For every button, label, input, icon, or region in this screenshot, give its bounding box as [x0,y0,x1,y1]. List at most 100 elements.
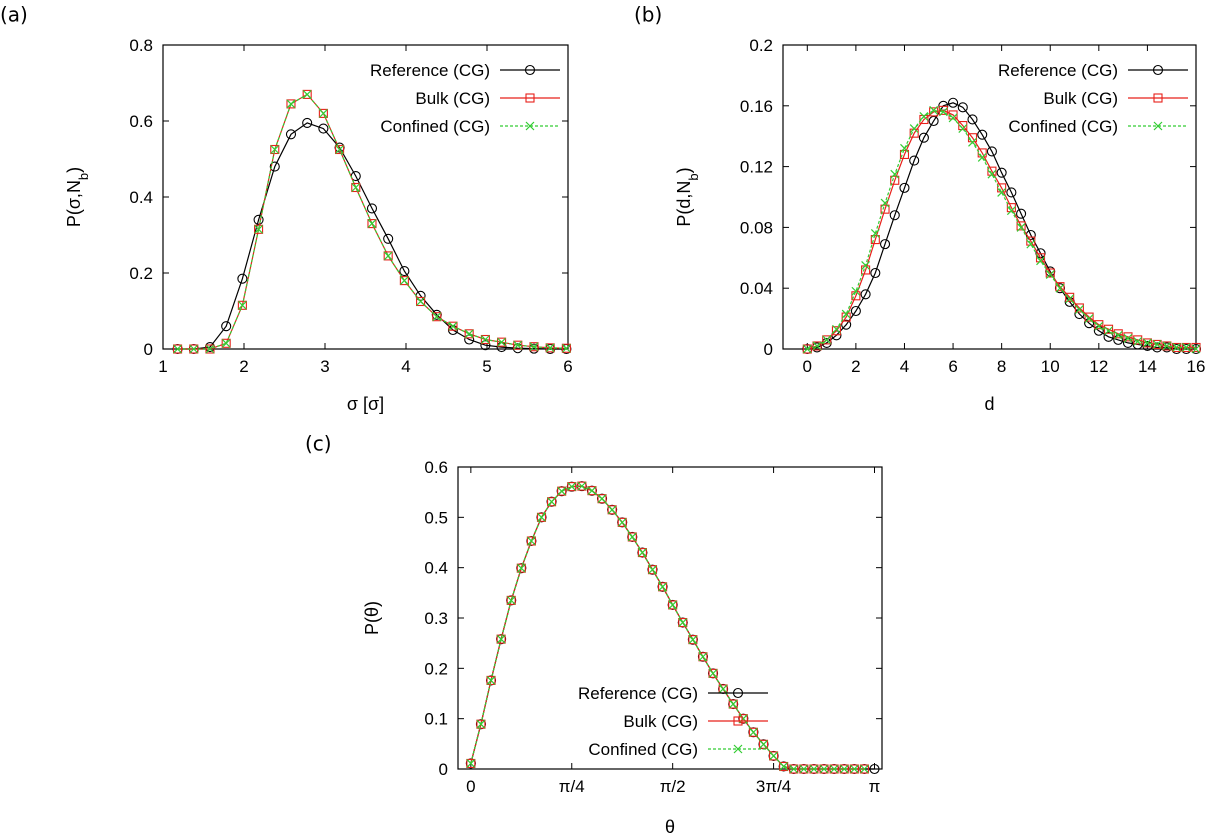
legend-label: Bulk (CG) [415,89,490,108]
series-cross [173,89,571,354]
data-point [819,764,829,774]
data-point [1113,329,1123,339]
legend-marker [732,687,744,699]
data-point [221,338,231,348]
series-square [173,89,571,354]
data-point [849,764,859,774]
data-point [880,204,890,214]
data-point [1016,208,1027,219]
data-point [486,675,496,685]
data-point [758,739,769,749]
data-point [1172,343,1181,352]
data-point [812,341,822,351]
data-point [607,505,617,515]
data-point [269,161,280,172]
y-tick-label: 0.04 [740,279,773,298]
legend: Reference (CG) Bulk (CG) Confined (CG) [998,61,1188,136]
data-point [466,759,476,768]
data-point [870,235,880,245]
data-point [1094,321,1104,331]
data-point [1142,338,1152,348]
data-point [270,145,280,154]
data-point [383,251,393,261]
data-point [769,751,779,761]
data-point [948,113,958,123]
series-circle [802,97,1202,355]
data-point [637,548,647,558]
data-point [302,89,312,99]
data-point [1191,342,1201,353]
data-point [476,719,486,729]
data-point [318,123,329,134]
data-point [668,600,678,610]
y-tick-label: 0.3 [424,609,448,628]
data-point [968,137,977,147]
panel-label: (b) [634,3,662,27]
data-point [688,635,698,645]
data-point [890,169,900,179]
legend-label: Bulk (CG) [623,712,698,731]
data-point [399,276,409,286]
data-point [286,99,296,109]
legend-marker [525,93,535,103]
data-point [859,764,869,774]
data-point [302,89,312,99]
data-point [383,251,393,261]
x-tick-label: 3π/4 [756,777,791,796]
data-point [607,505,617,515]
data-point [189,344,199,354]
data-point [718,684,728,694]
data-point [647,565,658,575]
data-point [627,532,637,542]
data-point [870,267,881,279]
data-point [254,224,264,234]
data-point [1162,341,1172,351]
data-point [841,319,852,330]
data-point [545,343,555,353]
data-point [1152,339,1162,349]
data-point [318,108,328,118]
data-point [205,344,215,354]
data-point [432,312,442,322]
data-point [567,482,577,492]
data-point [938,107,948,117]
data-point [1181,343,1191,352]
data-point [1094,320,1104,330]
plot-frame [782,44,1197,350]
data-point [870,229,880,238]
data-point [1103,331,1114,342]
plot-frame [162,44,569,350]
data-point [399,266,410,277]
data-point [205,344,215,354]
data-point [779,762,789,771]
data-point [779,761,789,772]
data-point [929,105,939,115]
data-point [1104,326,1113,336]
data-point [254,224,264,234]
x-tick-label: 3 [320,357,329,376]
data-point [829,764,839,774]
data-point [1123,333,1133,343]
data-point [480,334,490,345]
data-point [1191,344,1201,354]
data-point [561,343,571,353]
x-tick-label: 1 [158,357,167,376]
data-point [1045,270,1055,279]
data-point [351,182,361,193]
data-point [496,634,506,644]
y-tick-label: 0.4 [424,559,448,578]
data-point [1016,222,1026,232]
data-point [480,335,490,344]
data-point [899,182,910,193]
data-point [1016,221,1026,231]
data-point [860,289,871,300]
data-point [496,634,506,644]
data-point [678,618,688,627]
data-point [1113,330,1123,340]
data-point [416,297,426,306]
x-axis-label: σ [σ] [347,394,384,414]
data-point [986,146,997,157]
series-line [470,485,865,770]
data-point [850,305,861,317]
x-tick-label: 0 [466,777,475,796]
